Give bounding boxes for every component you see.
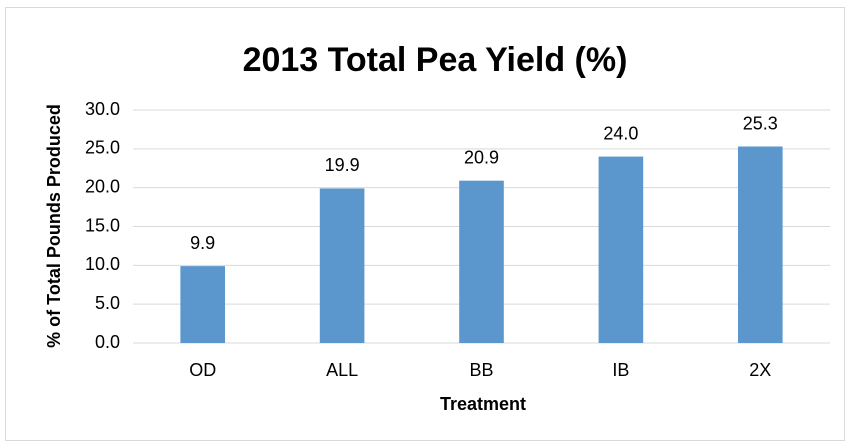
data-label: 19.9 [325,155,360,175]
y-tick-label: 20.0 [85,176,120,196]
bar [319,188,365,343]
x-tick-label: IB [612,360,629,380]
y-tick-label: 5.0 [95,293,120,313]
y-axis-title: % of Total Pounds Produced [44,104,64,348]
data-label: 9.9 [190,233,215,253]
x-tick-label: BB [469,360,493,380]
data-label: 20.9 [464,147,499,167]
bar [737,146,783,343]
x-axis-title: Treatment [440,394,526,414]
chart-border [5,7,845,441]
chart-title: 2013 Total Pea Yield (%) [243,41,628,79]
bar [459,180,504,343]
y-tick-label: 0.0 [95,332,120,352]
bar [598,156,644,343]
y-tick-label: 25.0 [85,138,120,158]
y-tick-label: 30.0 [85,99,120,119]
y-tick-label: 10.0 [85,254,120,274]
data-label: 25.3 [743,113,778,133]
x-tick-label: 2X [749,360,771,380]
data-label: 24.0 [603,123,638,143]
bar [180,266,226,343]
y-tick-label: 15.0 [85,215,120,235]
x-tick-label: ALL [326,360,358,380]
x-tick-label: OD [189,360,216,380]
